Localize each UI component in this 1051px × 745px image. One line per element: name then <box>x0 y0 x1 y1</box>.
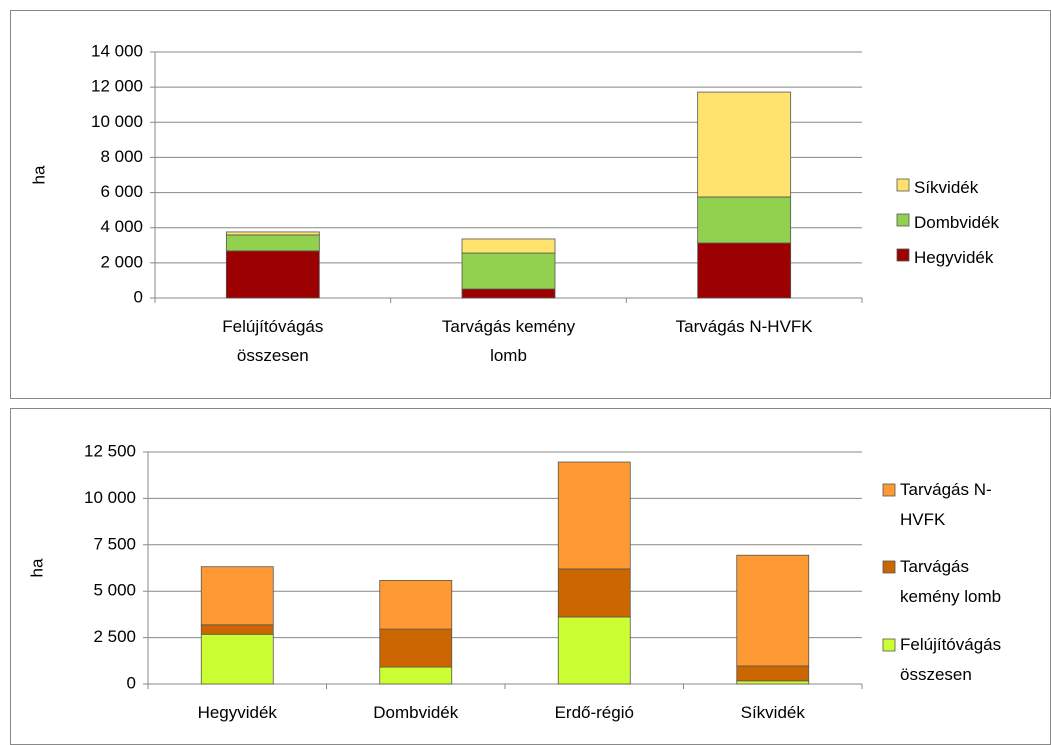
bar-segment <box>225 231 320 236</box>
y-tick-label: 0 <box>134 287 143 306</box>
bar-segment <box>697 91 792 198</box>
x-tick-label: Dombvidék <box>373 703 459 722</box>
bar-segment <box>225 234 320 252</box>
bar-segment <box>461 252 556 290</box>
bar-segment <box>697 242 792 299</box>
bar-segment <box>461 238 556 254</box>
legend-label: Tarvágás kemény lomb <box>900 557 1002 606</box>
legend-swatch <box>882 638 896 652</box>
legend-label: Síkvidék <box>914 178 979 197</box>
bar-segment <box>225 250 320 299</box>
legend-label: Dombvidék <box>914 213 1000 232</box>
x-tick-label: Tarvágás N-HVFK <box>675 317 813 336</box>
bar-segment <box>736 554 810 667</box>
bar-segment <box>557 616 631 685</box>
y-tick-label: 6 000 <box>100 182 143 201</box>
y-tick-label: 12 500 <box>84 441 136 460</box>
x-tick-label: Síkvidék <box>740 703 805 722</box>
y-axis-title: ha <box>27 558 46 577</box>
x-tick-label: Tarvágás kemény lomb <box>441 317 576 365</box>
bar-segment <box>200 633 274 685</box>
y-axis-title: ha <box>29 165 48 184</box>
legend-swatch <box>896 178 910 192</box>
legend-label: Felújítóvágás összesen <box>900 635 1002 684</box>
y-tick-label: 12 000 <box>91 77 143 96</box>
bar-segment <box>379 580 453 630</box>
y-tick-label: 14 000 <box>91 41 143 60</box>
y-tick-label: 7 500 <box>93 534 136 553</box>
legend-label: Hegyvidék <box>914 248 994 267</box>
legend-swatch <box>896 248 910 262</box>
y-tick-label: 2 500 <box>93 627 136 646</box>
y-tick-label: 8 000 <box>100 147 143 166</box>
y-tick-label: 4 000 <box>100 217 143 236</box>
bar-segment <box>200 624 274 635</box>
bar-segment <box>379 666 453 685</box>
x-tick-label: Erdő-régió <box>554 703 634 722</box>
bar-segment <box>697 196 792 244</box>
x-tick-label: Felújítóvágás összesen <box>222 317 324 365</box>
legend-label: Tarvágás N-HVFK <box>900 480 992 529</box>
bar-segment <box>200 566 274 626</box>
bar-segment <box>557 568 631 618</box>
y-tick-label: 5 000 <box>93 581 136 600</box>
chart-frame <box>10 408 1051 745</box>
x-tick-label: Hegyvidék <box>197 703 277 722</box>
y-tick-label: 0 <box>127 673 136 692</box>
bar-segment <box>736 665 810 682</box>
bar-segment <box>736 680 810 685</box>
y-tick-label: 10 000 <box>91 112 143 131</box>
y-tick-label: 10 000 <box>84 488 136 507</box>
legend-swatch <box>896 213 910 227</box>
legend-swatch <box>882 560 896 574</box>
bar-segment <box>379 628 453 668</box>
y-tick-label: 2 000 <box>100 252 143 271</box>
bar-segment <box>461 288 556 299</box>
legend-swatch <box>882 483 896 497</box>
bar-segment <box>557 461 631 570</box>
